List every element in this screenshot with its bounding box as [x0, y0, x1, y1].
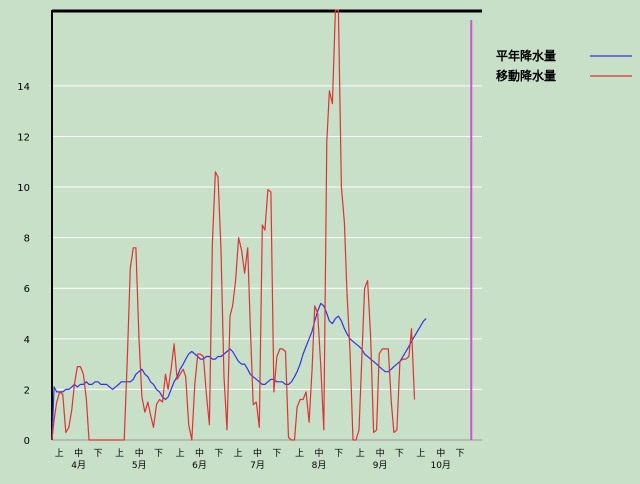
x-month-label: 8月 — [312, 460, 327, 471]
axis-layer: 02468101214上中下4月上中下5月上中下6月上中下7月上中下8月上中下9… — [17, 9, 482, 471]
x-tick-label: 下 — [214, 449, 223, 459]
x-tick-label: 下 — [395, 449, 404, 459]
x-tick-label: 中 — [74, 447, 83, 459]
x-tick-label: 下 — [154, 449, 163, 459]
y-tick-label: 10 — [17, 183, 30, 194]
x-month-label: 9月 — [373, 460, 388, 471]
x-tick-label: 中 — [376, 447, 385, 459]
x-tick-label: 中 — [436, 447, 445, 459]
x-tick-label: 下 — [272, 449, 281, 459]
x-tick-label: 下 — [94, 449, 103, 459]
y-tick-label: 14 — [17, 82, 30, 93]
legend-label: 平年降水量 — [496, 48, 556, 63]
series-line-moving-precipitation — [51, 9, 416, 441]
x-month-label: 7月 — [250, 460, 265, 471]
series-layer — [51, 9, 473, 441]
grid-layer — [52, 85, 482, 390]
y-tick-label: 4 — [24, 335, 30, 346]
legend-label: 移動降水量 — [496, 68, 556, 83]
x-tick-label: 下 — [334, 449, 343, 459]
x-tick-label: 上 — [115, 448, 124, 459]
x-tick-label: 上 — [416, 448, 425, 459]
x-tick-label: 上 — [234, 448, 243, 459]
x-tick-label: 中 — [135, 447, 144, 459]
x-tick-label: 上 — [295, 448, 304, 459]
x-tick-label: 上 — [356, 448, 365, 459]
series-line-normal-precipitation — [51, 302, 427, 441]
x-month-label: 5月 — [132, 460, 147, 471]
x-tick-label: 下 — [456, 449, 465, 459]
x-tick-label: 上 — [55, 448, 64, 459]
x-tick-label: 上 — [176, 448, 185, 459]
x-month-label: 4月 — [71, 460, 86, 471]
y-tick-label: 6 — [24, 284, 30, 295]
x-tick-label: 中 — [253, 447, 262, 459]
y-tick-label: 0 — [24, 436, 30, 447]
x-month-label: 10月 — [430, 460, 450, 471]
y-tick-label: 12 — [17, 132, 30, 143]
y-tick-label: 8 — [24, 234, 30, 245]
x-tick-label: 中 — [315, 447, 324, 459]
y-tick-label: 2 — [24, 385, 30, 396]
x-month-label: 6月 — [192, 460, 207, 471]
x-tick-label: 中 — [195, 447, 204, 459]
